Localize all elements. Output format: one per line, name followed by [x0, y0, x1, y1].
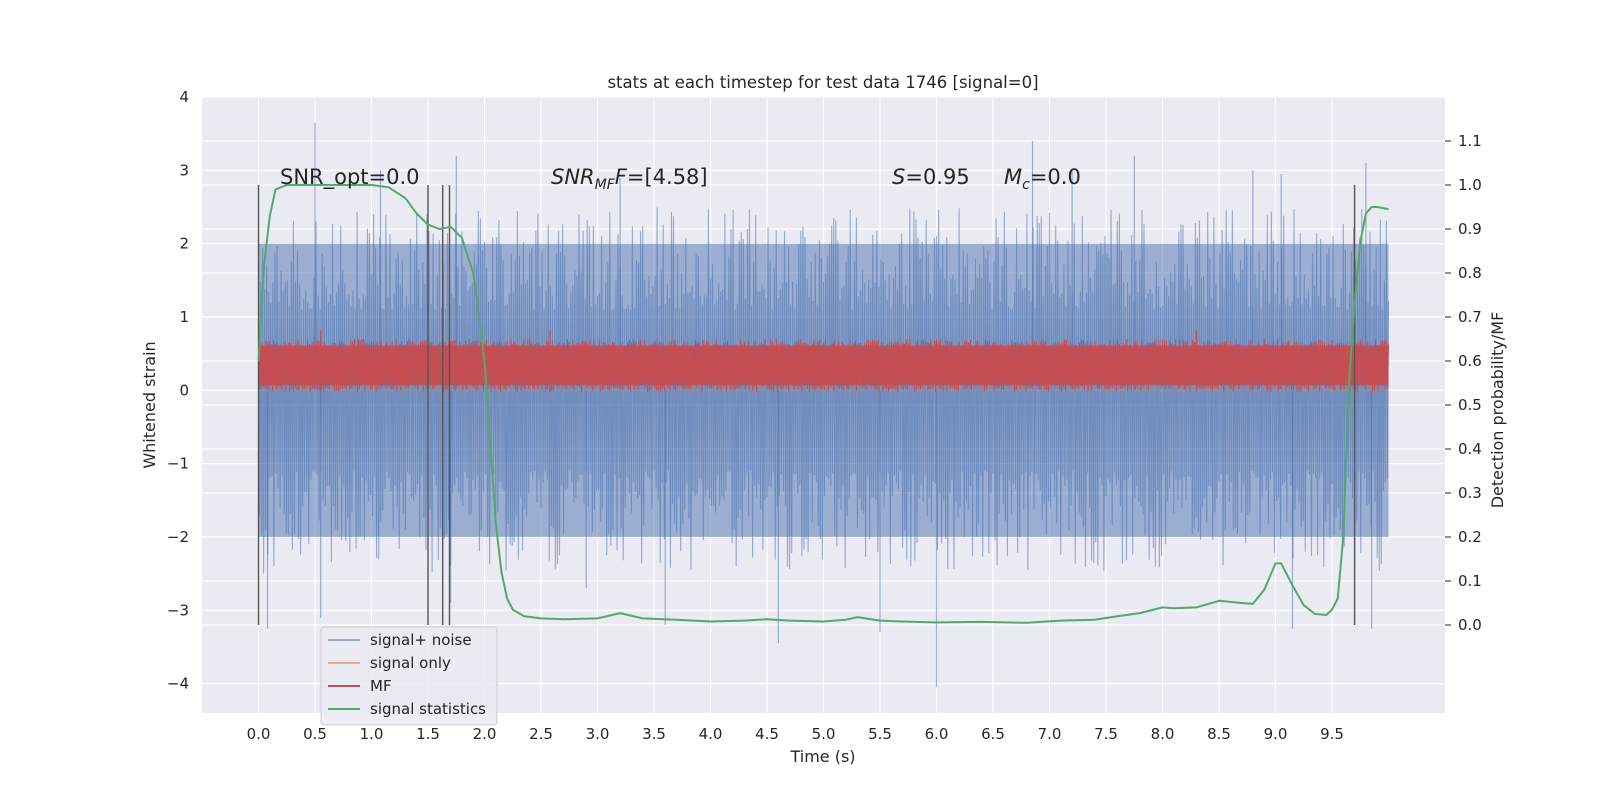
y-tick-label-right-10: 1.0 [1458, 176, 1482, 194]
y-tick-label-left-0: −4 [167, 675, 189, 693]
y-tick-label-right-7: 0.7 [1458, 308, 1482, 326]
series-signal-statistics [257, 184, 1389, 624]
vertical-markers [257, 185, 1356, 625]
y-tick-label-right-8: 0.8 [1458, 264, 1482, 282]
x-tick-label-2: 1.0 [360, 725, 384, 743]
x-tick-label-17: 8.5 [1207, 725, 1231, 743]
annotation-s-symbol: S [892, 165, 905, 189]
y-tick-label-right-6: 0.6 [1458, 352, 1482, 370]
legend-label-mf: MF [370, 677, 392, 695]
x-tick-label-13: 6.5 [981, 725, 1005, 743]
x-tick-label-4: 2.0 [473, 725, 497, 743]
annotation-snr-mf-base: SNR [551, 165, 595, 189]
y-tick-label-left-2: −2 [167, 528, 189, 546]
tick-labels: 0.0 0.5 1.0 1.5 2.0 2.5 3.0 3.5 4.0 4.5 5.0 5.5 6.0 6… [167, 88, 1482, 743]
annotation-snr-mf-value: =[4.58] [627, 165, 708, 189]
y-tick-label-left-8: 4 [179, 88, 189, 106]
y-axis-label-left: Whitened strain [140, 341, 159, 468]
y-tick-label-left-5: 1 [179, 308, 189, 326]
y-tick-label-left-4: 0 [179, 381, 189, 399]
legend-box [320, 626, 498, 726]
y-tick-label-right-4: 0.4 [1458, 440, 1482, 458]
annotation-s-value: =0.95 [905, 165, 969, 189]
x-tick-label-18: 9.0 [1264, 725, 1288, 743]
y-tick-label-right-3: 0.3 [1458, 484, 1482, 502]
x-tick-label-7: 3.5 [642, 725, 666, 743]
x-tick-label-14: 7.0 [1038, 725, 1062, 743]
x-tick-label-15: 7.5 [1094, 725, 1118, 743]
x-tick-label-9: 4.5 [755, 725, 779, 743]
x-tick-label-16: 8.0 [1151, 725, 1175, 743]
annotation-mc: Mc=0.0 [1004, 165, 1081, 193]
x-tick-label-19: 9.5 [1320, 725, 1344, 743]
x-axis-label: Time (s) [789, 747, 855, 766]
y-tick-label-right-5: 0.5 [1458, 396, 1482, 414]
legend: signal+ noise signal only MF signal stat… [320, 626, 498, 726]
signal-statistics-line [257, 184, 1389, 624]
x-tick-label-8: 4.0 [699, 725, 723, 743]
annotation-s: S=0.95 [892, 165, 970, 189]
series-mf [258, 330, 1389, 392]
legend-label-signal-statistics: signal statistics [370, 700, 486, 718]
x-tick-label-11: 5.5 [868, 725, 892, 743]
x-tick-label-12: 6.0 [925, 725, 949, 743]
annotation-mc-symbol: M [1004, 165, 1022, 189]
mf-band [258, 345, 1389, 386]
y-tick-label-right-9: 0.9 [1458, 220, 1482, 238]
legend-label-signal-only: signal only [370, 654, 451, 672]
annotation-mc-value: =0.0 [1030, 165, 1081, 189]
x-tick-label-3: 1.5 [416, 725, 440, 743]
y-tick-label-left-6: 2 [179, 235, 189, 253]
x-tick-label-0: 0.0 [247, 725, 271, 743]
annotation-snr-mf: SNRMFF=[4.58] [551, 165, 708, 193]
x-tick-label-5: 2.5 [529, 725, 553, 743]
y-tick-label-left-3: −1 [167, 455, 189, 473]
chart-title: stats at each timestep for test data 174… [607, 73, 1038, 92]
legend-label-signal-noise: signal+ noise [370, 631, 472, 649]
y-axis-label-right: Detection probability/MF [1488, 312, 1507, 509]
annotation-snr-opt: SNR_opt=0.0 [280, 165, 420, 190]
y-tick-label-left-7: 3 [179, 161, 189, 179]
annotation-mc-sub: c [1022, 177, 1030, 193]
annotations: SNR_opt=0.0 SNRMFF=[4.58] S=0.95 Mc=0.0 [280, 165, 1081, 193]
x-tick-label-10: 5.0 [812, 725, 836, 743]
y-tick-label-right-2: 0.2 [1458, 528, 1482, 546]
y-tick-label-right-1: 0.1 [1458, 572, 1482, 590]
x-tick-label-1: 0.5 [303, 725, 327, 743]
y-tick-label-left-1: −3 [167, 601, 189, 619]
x-tick-label-6: 3.0 [586, 725, 610, 743]
y-tick-label-right-11: 1.1 [1458, 132, 1482, 150]
annotation-snr-mf-f: F [615, 165, 628, 189]
annotation-snr-mf-sub: MF [595, 177, 616, 193]
y-tick-label-right-0: 0.0 [1458, 616, 1482, 634]
